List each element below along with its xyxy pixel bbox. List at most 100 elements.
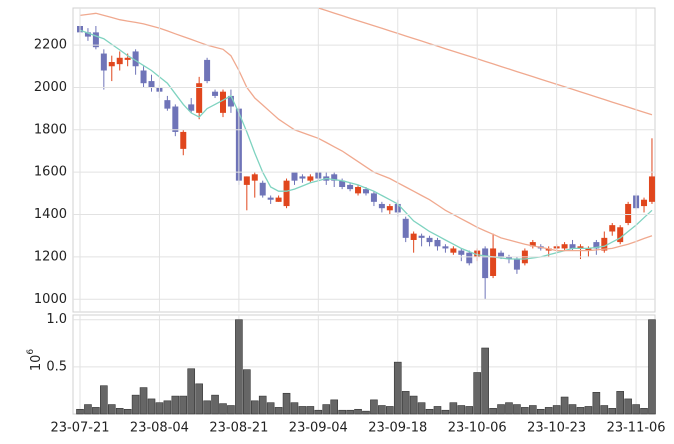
candle-body xyxy=(212,91,219,96)
volume-bar xyxy=(600,405,609,415)
candle-body xyxy=(243,176,250,185)
x-tick-label: 23-10-23 xyxy=(527,421,586,436)
volume-bar xyxy=(306,406,315,415)
volume-bar xyxy=(362,410,370,415)
volume-bar xyxy=(378,405,386,415)
x-tick-label: 23-08-21 xyxy=(209,421,268,436)
candle-body xyxy=(355,187,362,194)
volume-bar xyxy=(266,402,275,415)
volume-bar xyxy=(481,347,489,415)
volume-multiplier: 106 xyxy=(26,349,44,372)
candle-body xyxy=(100,53,107,71)
candle-body xyxy=(577,246,584,249)
candle-body xyxy=(251,174,258,181)
volume-bar xyxy=(640,408,648,415)
volume-bar xyxy=(648,319,656,415)
volume-bar xyxy=(536,408,545,415)
volume-bar xyxy=(505,402,513,415)
y-tick-label: 1600 xyxy=(34,165,67,180)
candle-body xyxy=(513,259,520,270)
volume-bar xyxy=(624,398,632,415)
candle-body xyxy=(172,106,179,132)
candle-body xyxy=(124,57,131,60)
moving-average-line xyxy=(79,29,653,260)
volume-bar xyxy=(139,387,148,415)
volume-bar xyxy=(322,404,331,415)
volume-bar xyxy=(219,403,227,415)
candle-body xyxy=(585,248,592,251)
multiplier-exponent: 6 xyxy=(26,349,36,355)
candle-body xyxy=(442,246,449,249)
volume-bar xyxy=(576,407,585,415)
volume-bar xyxy=(560,396,569,415)
candle-body xyxy=(458,250,465,255)
volume-bar xyxy=(330,399,339,415)
volume-bar xyxy=(552,405,561,415)
candle-body xyxy=(450,248,457,253)
volume-bar xyxy=(386,406,394,415)
candle-body xyxy=(275,197,282,202)
volume-bar xyxy=(243,369,251,415)
volume-bar xyxy=(457,405,466,415)
volume-bar xyxy=(314,409,323,415)
volume-bar xyxy=(203,400,211,415)
candle-body xyxy=(84,32,91,37)
volume-bar xyxy=(417,402,426,415)
volume-bar xyxy=(76,408,84,415)
volume-bar xyxy=(147,398,156,415)
x-tick-label: 23-08-04 xyxy=(130,421,189,436)
volume-bar xyxy=(338,409,346,415)
volume-bar xyxy=(393,361,402,415)
volume-bar xyxy=(513,404,521,415)
volume-bar xyxy=(354,408,362,415)
candle-body xyxy=(490,248,497,276)
volume-bar xyxy=(401,391,410,415)
volume-bar xyxy=(171,395,180,415)
volume-bar xyxy=(274,407,283,415)
candle-body xyxy=(561,244,568,249)
volume-bar xyxy=(529,405,537,415)
candle-body xyxy=(92,32,99,48)
volume-bar xyxy=(473,372,482,415)
volume-bar xyxy=(250,400,259,415)
y-tick-label: 1200 xyxy=(34,249,67,264)
volume-bar xyxy=(298,406,307,415)
volume-bar xyxy=(258,395,267,415)
candle-body xyxy=(180,131,187,149)
candle-body xyxy=(132,51,139,67)
volume-bar xyxy=(592,392,601,415)
y-tick-label: 1800 xyxy=(34,122,67,137)
volume-bar xyxy=(290,402,299,415)
volume-bar xyxy=(107,404,116,415)
candle-body xyxy=(402,218,409,238)
volume-bar xyxy=(584,406,593,415)
volume-bar xyxy=(92,407,100,415)
candle-body xyxy=(625,203,632,224)
candle-body xyxy=(593,242,600,249)
candle-body xyxy=(148,81,155,88)
multiplier-base: 10 xyxy=(29,355,44,372)
volume-bar xyxy=(131,394,140,415)
candle-body xyxy=(426,237,433,243)
volume-bar xyxy=(465,406,474,415)
candle-body xyxy=(267,197,274,200)
candle-body xyxy=(482,248,489,279)
candle-body xyxy=(410,233,417,240)
volume-bar xyxy=(123,408,132,415)
y-tick-label: 1000 xyxy=(34,292,67,307)
x-tick-label: 23-09-04 xyxy=(289,421,348,436)
x-tick-label: 23-07-21 xyxy=(50,421,109,436)
volume-bar xyxy=(100,385,108,415)
candle-body xyxy=(617,227,624,243)
candle-body xyxy=(331,174,338,181)
candle-body xyxy=(116,57,123,65)
volume-bar xyxy=(163,400,172,415)
candle-body xyxy=(307,176,314,181)
volume-bar xyxy=(425,408,434,415)
candle-body xyxy=(164,100,171,109)
candle-body xyxy=(362,189,369,194)
y-tick-label: 1400 xyxy=(34,207,67,222)
candle-body xyxy=(434,239,441,247)
volume-bar xyxy=(616,391,624,415)
